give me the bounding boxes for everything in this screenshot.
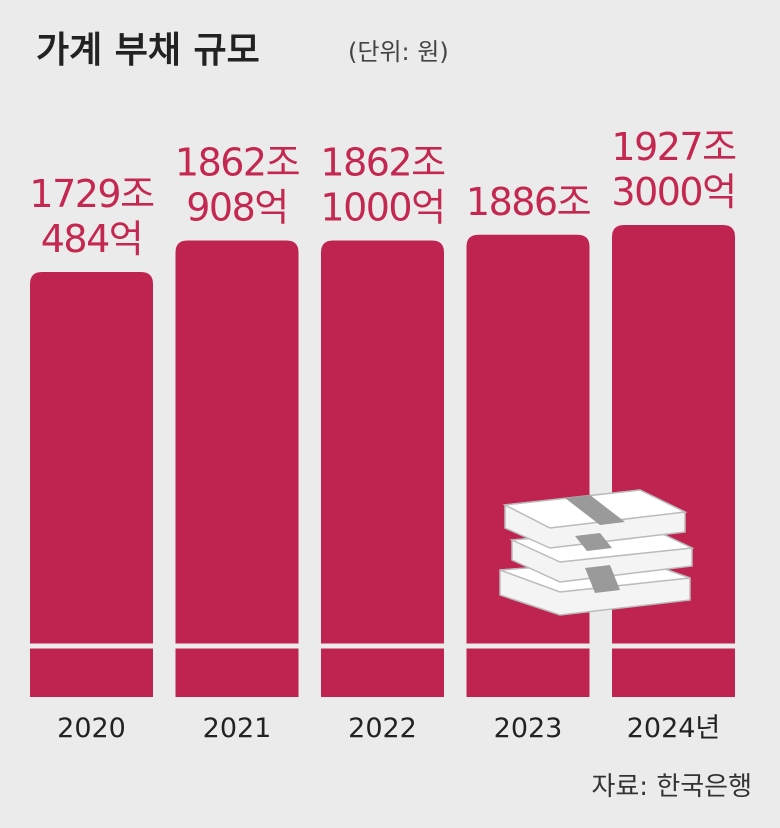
value-label: 908억 [186, 185, 288, 229]
value-label: 1729조 [29, 172, 154, 216]
bar [612, 225, 735, 697]
value-label: 1886조 [466, 180, 591, 224]
money-icon [499, 489, 695, 616]
x-tick-label: 2022 [348, 713, 417, 744]
x-tick-label: 2020 [57, 713, 126, 744]
bar [30, 272, 153, 697]
chart-subtitle: (단위: 원) [348, 38, 449, 66]
x-tick-label: 2024년 [627, 713, 721, 744]
value-label: 1862조 [320, 140, 445, 184]
bar [466, 234, 590, 698]
value-label: 3000억 [611, 170, 735, 214]
bars: 1729조484억20201862조908억20211862조1000억2022… [28, 125, 738, 744]
value-label: 1000억 [320, 185, 444, 229]
value-label: 1862조 [175, 140, 300, 184]
chart-title: 가계 부채 규모 [36, 30, 260, 71]
value-label: 484억 [41, 217, 143, 261]
x-tick-label: 2023 [494, 713, 563, 744]
source: 자료: 한국은행 [591, 772, 752, 802]
bar [175, 240, 299, 698]
bar [321, 240, 444, 697]
x-tick-label: 2021 [203, 713, 272, 744]
value-label: 1927조 [611, 125, 736, 169]
